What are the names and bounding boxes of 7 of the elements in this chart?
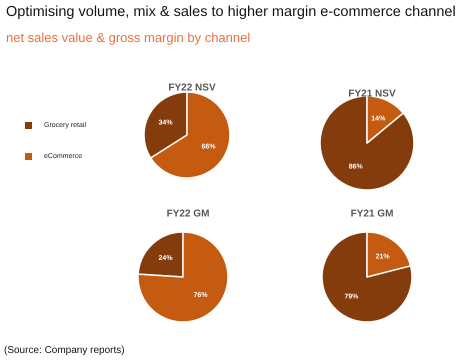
text: net sales value & gross margin by channel — [6, 30, 250, 45]
chart-title: FY21 GM — [350, 208, 394, 220]
chart-title: FY21 NSV — [348, 88, 396, 100]
text: Optimising volume, mix & sales to higher margin e-commerce channel — [6, 4, 456, 20]
chart-title: FY22 GM — [166, 208, 210, 220]
text: (Source: Company reports) — [4, 345, 125, 356]
chart-title: FY22 NSV — [168, 82, 216, 94]
